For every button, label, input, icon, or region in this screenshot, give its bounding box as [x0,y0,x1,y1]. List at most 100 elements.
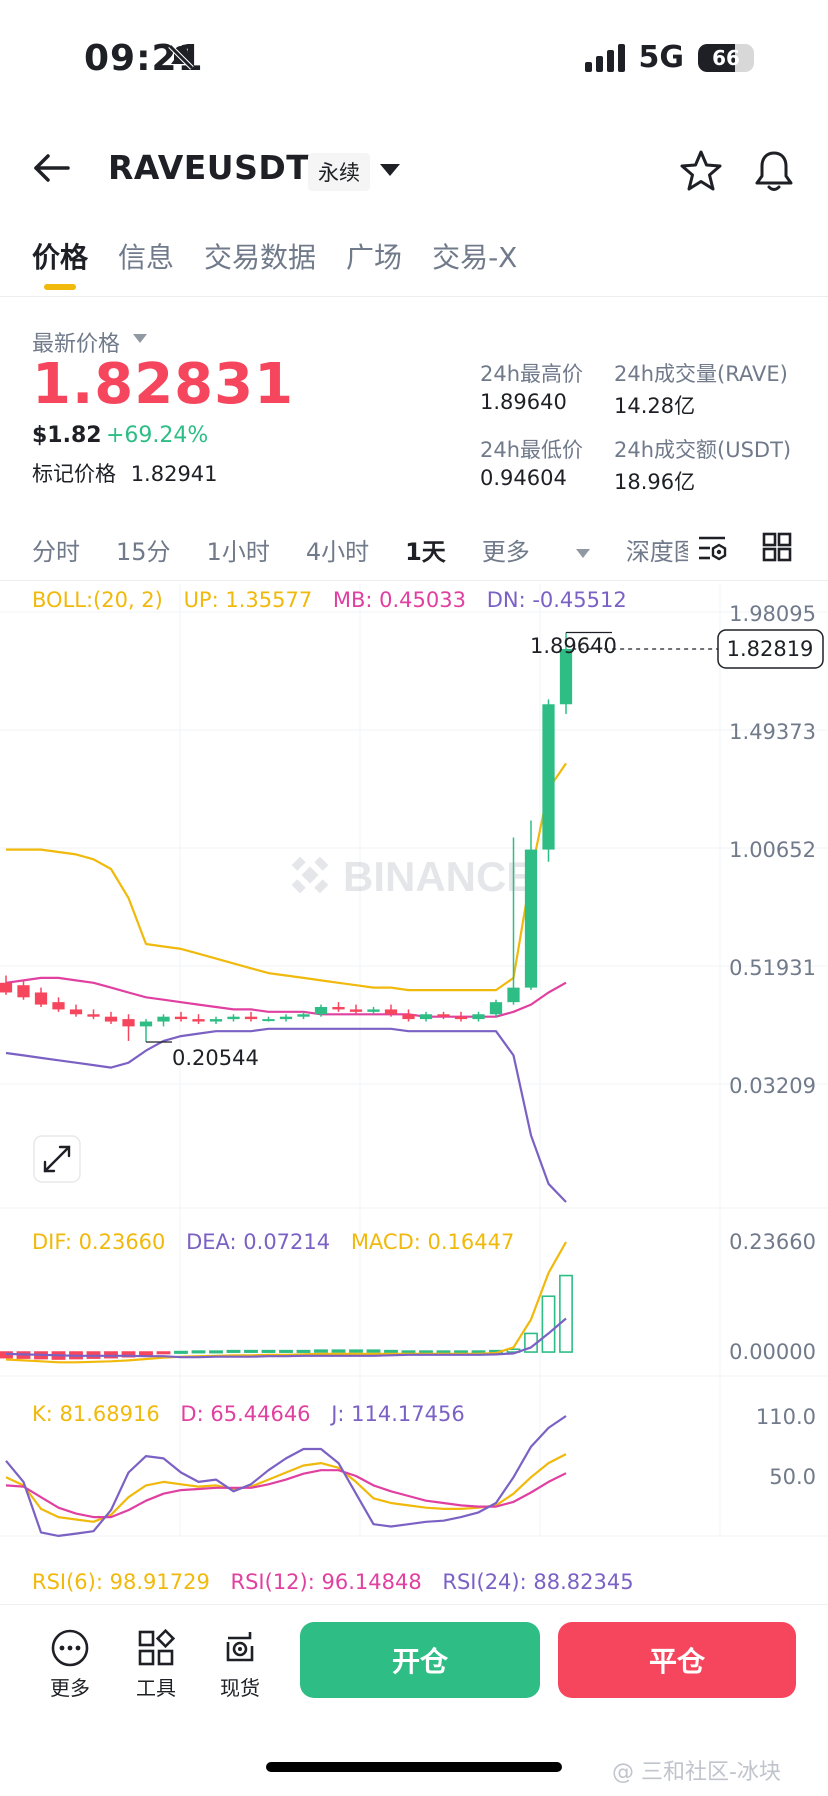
candle-body [52,1002,65,1010]
candle-body [402,1014,415,1020]
high-marker-label: 1.89640 [530,634,617,658]
candle-body [507,987,520,1003]
candle-body [559,648,573,705]
volume-label: 24h成交量(RAVE) [614,362,788,386]
rsi-legend[interactable]: RSI(6): 98.91729 RSI(12): 96.14848 RSI(2… [32,1570,634,1594]
high-label: 24h最高价 [480,362,584,386]
tab-price[interactable]: 价格 [32,236,88,290]
candle-body [297,1014,310,1017]
low-value: 0.94604 [480,466,567,490]
interval-depth[interactable]: 深度图 [626,532,688,567]
y-label-macd: 0.23660 [729,1230,816,1254]
kline-chart[interactable]: BINANCE 1.98095 1.49373 1.00652 0.51931 … [0,580,828,1600]
favorite-star-icon[interactable] [678,148,724,194]
macd-value: MACD: 0.16447 [350,1230,515,1254]
battery-icon: 66 [698,43,754,72]
low-marker: 0.20544 [146,1041,259,1070]
last-price-dropdown-icon[interactable] [133,334,147,343]
last-price-label[interactable]: 最新价格 [32,332,121,357]
chart-divider [0,580,828,581]
macd-bar [261,1349,276,1353]
interval-15m[interactable]: 15分 [116,538,171,566]
change-percent: +69.24% [106,423,209,448]
main-series [0,632,573,1203]
network-type: 5G [638,40,685,75]
macd-bar [191,1350,206,1354]
y-label-main: 1.00652 [729,838,816,862]
tab-divider [0,296,828,297]
bell-icon[interactable] [752,148,796,194]
macd-bar [384,1349,398,1353]
macd-legend[interactable]: DIF: 0.23660 DEA: 0.07214 MACD: 0.16447 [32,1230,514,1254]
tools-button[interactable]: 工具 [136,1628,176,1701]
more-button[interactable]: 更多 [50,1628,90,1701]
spot-button[interactable]: 现货 [220,1628,260,1701]
tab-square[interactable]: 广场 [346,241,403,274]
interval-1h[interactable]: 1小时 [206,538,270,566]
y-label-main: 0.03209 [729,1074,816,1098]
kdj-d-line [5,1469,567,1519]
home-indicator[interactable] [266,1762,562,1772]
kdj-legend[interactable]: K: 81.68916 D: 65.44646 J: 114.17456 [32,1402,465,1426]
macd-bar [541,1295,556,1353]
boll-legend[interactable]: BOLL:(20, 2) UP: 1.35577 MB: 0.45033 DN:… [32,588,627,612]
tab-trade-x[interactable]: 交易-X [432,241,518,274]
more-caret-icon [575,548,590,558]
boll-dn-line [5,1027,567,1203]
candle-body [454,1016,468,1020]
macd-dea: DEA: 0.07214 [186,1230,331,1254]
chart-grid [0,584,828,1537]
rsi-12: RSI(12): 96.14848 [230,1570,422,1594]
candle-body [192,1019,205,1022]
close-position-button[interactable]: 平仓 [558,1622,796,1698]
more-dots-icon [51,1629,89,1667]
macd-bar [296,1349,311,1353]
y-label-kdj: 50.0 [769,1465,816,1489]
y-label-kdj: 110.0 [756,1405,816,1429]
high-value: 1.89640 [480,390,567,414]
macd-bar [419,1350,433,1354]
expand-chart-button[interactable] [33,1135,81,1183]
signal-icon [584,43,625,72]
interval-1d[interactable]: 1天 [405,538,446,566]
tab-info[interactable]: 信息 [118,241,175,274]
candle-body [69,1009,83,1015]
main-tabs: 价格 信息 交易数据 广场 交易-X [32,236,518,290]
interval-timeline[interactable]: 分时 [32,538,80,566]
candle-body [157,1016,170,1022]
y-label-macd: 0.00000 [729,1340,816,1364]
candle-body [472,1014,485,1020]
macd-series [0,1241,573,1364]
interval-4h[interactable]: 4小时 [305,538,370,566]
symbol-dropdown-icon[interactable] [380,164,400,176]
candle-body [524,849,538,988]
open-position-button[interactable]: 开仓 [300,1622,540,1698]
macd-bar [226,1349,241,1353]
candle-body [17,985,30,998]
contract-tag: 永续 [308,153,370,191]
tab-trading-data[interactable]: 交易数据 [204,241,317,274]
macd-bar [349,1349,363,1353]
interval-bar: 分时 15分 1小时 4小时 1天 更多 深度图 [32,532,724,567]
boll-up-line [6,762,567,992]
macd-bar [244,1349,258,1353]
mark-price-row: 标记价格 1.82941 [32,458,218,488]
symbol-title[interactable]: RAVEUSDT [108,148,310,187]
macd-dea-line [5,1317,567,1359]
kdj-k-line [5,1453,567,1523]
y-label-main: 1.49373 [729,720,816,744]
candle-body [0,982,13,993]
macd-bar [156,1351,171,1355]
turnover-label: 24h成交额(USDT) [614,438,792,462]
candle-body [139,1021,153,1027]
layout-grid-icon[interactable] [762,532,792,562]
boll-mb: MB: 0.45033 [332,588,466,612]
indicator-settings-icon[interactable] [696,532,728,564]
candle-body [87,1014,100,1017]
kdj-y-axis: 110.0 50.0 [756,1405,816,1489]
candle-body [332,1007,345,1010]
back-arrow-icon[interactable] [32,148,72,188]
status-right: 5G 66 [584,40,754,75]
volume-value: 14.28亿 [614,394,696,418]
interval-more[interactable]: 更多 [482,532,590,567]
